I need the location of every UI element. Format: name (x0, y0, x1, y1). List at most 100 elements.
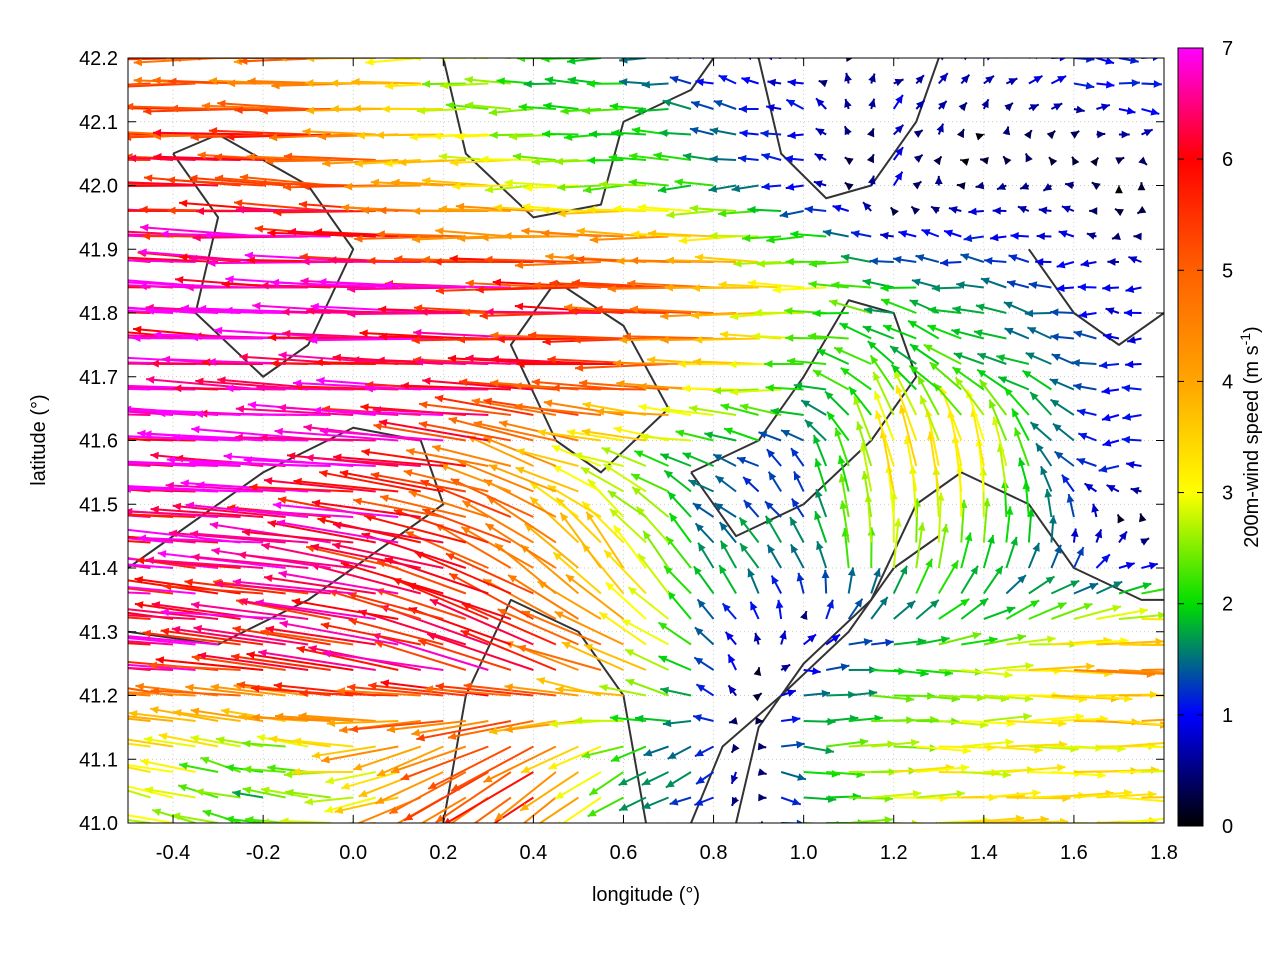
wind-vector-head (868, 98, 876, 108)
wind-vector-head (347, 310, 356, 318)
wind-vector-head (666, 210, 675, 219)
wind-vector (128, 537, 174, 544)
wind-vector-head (787, 131, 796, 140)
wind-vector-head (764, 360, 773, 368)
wind-vector (190, 709, 264, 722)
wind-vector-head (45, 127, 53, 135)
wind-vector-head (790, 544, 799, 554)
wind-vector-head (1117, 514, 1125, 524)
wind-vector-head (951, 328, 961, 336)
wind-vector-head (98, 403, 106, 411)
wind-vector-head (351, 77, 360, 86)
wind-vector (128, 586, 196, 595)
wind-vector-head (587, 809, 597, 817)
wind-vector (232, 580, 354, 595)
wind-vector (1006, 58, 1009, 59)
wind-vector (709, 234, 759, 238)
wind-vector-head (394, 255, 403, 263)
wind-vector (272, 503, 399, 518)
wind-vector-head (440, 81, 449, 90)
wind-vector-head (930, 715, 939, 724)
wind-vector-head (973, 329, 983, 337)
wind-vector-head (189, 174, 198, 183)
wind-vector-head (752, 693, 762, 702)
wind-vector-head (694, 627, 704, 636)
wind-vector-head (1049, 515, 1057, 524)
wind-vector (128, 563, 174, 569)
wind-vector-head (968, 207, 977, 216)
wind-vector-head (148, 661, 158, 670)
wind-vector (520, 745, 579, 774)
wind-vector-head (225, 815, 234, 823)
wind-vector (488, 464, 557, 493)
wind-vector-head (873, 58, 876, 59)
wind-vector-head (409, 133, 418, 142)
wind-vector-head (93, 458, 101, 466)
x-tick-label: 0.6 (610, 842, 638, 864)
wind-vector (554, 771, 602, 800)
wind-vector-head (175, 275, 184, 284)
wind-vector (128, 766, 151, 773)
wind-vector (375, 588, 467, 620)
wind-vector (128, 663, 196, 671)
wind-vector-head (1018, 457, 1026, 467)
wind-vector-head (140, 223, 149, 232)
wind-vector-head (804, 205, 814, 214)
wind-vector-head (576, 255, 585, 264)
wind-vector-head (33, 127, 41, 135)
wind-vector-head (419, 308, 428, 316)
wind-vector-head (817, 48, 825, 57)
wind-vector-head (548, 762, 558, 770)
wind-vector (1118, 741, 1164, 748)
wind-vector (982, 467, 985, 518)
wind-vector-head (311, 499, 321, 508)
wind-vector (537, 430, 602, 442)
y-tick-label: 41.4 (79, 558, 118, 580)
wind-vector-head (411, 336, 420, 345)
wind-vector (258, 182, 354, 187)
wind-vector (473, 796, 512, 823)
wind-vector (708, 58, 714, 59)
wind-vector (551, 386, 647, 391)
wind-vector-head (984, 256, 993, 265)
wind-vector-head (1164, 815, 1172, 823)
wind-vector-head (461, 526, 471, 535)
wind-vector-head (677, 360, 686, 368)
wind-vector-head (931, 284, 941, 293)
wind-vector-head (622, 332, 631, 341)
wind-vector-head (235, 205, 244, 214)
wind-vector-head (1032, 789, 1041, 798)
wind-vector-head (870, 355, 879, 365)
wind-vector-head (153, 330, 162, 339)
wind-vector-head (49, 403, 57, 411)
wind-vector (261, 543, 376, 569)
wind-vector (515, 448, 579, 467)
wind-vector-head (152, 76, 161, 85)
wind-vector (733, 58, 737, 59)
wind-vector-head (439, 58, 446, 61)
wind-vector-head (568, 307, 577, 316)
wind-vector (128, 182, 151, 187)
wind-vector-head (977, 352, 987, 361)
wind-vector (992, 416, 1008, 467)
wind-vector-head (1130, 58, 1139, 65)
wind-vector-head (119, 761, 128, 769)
wind-vector-head (246, 152, 255, 161)
wind-vector (557, 210, 624, 216)
wind-vector (460, 526, 534, 569)
wind-vector-head (864, 306, 873, 315)
wind-vector-head (279, 620, 289, 629)
wind-vector (1141, 770, 1164, 773)
wind-vector (209, 523, 331, 544)
wind-vector (128, 259, 196, 263)
wind-vector (259, 436, 376, 442)
wind-vector-head (566, 428, 576, 437)
wind-vector-head (910, 344, 919, 353)
wind-vector-head (76, 404, 84, 412)
wind-vector-head (190, 133, 199, 142)
wind-vector-head (573, 452, 583, 460)
wind-vector-head (1071, 359, 1080, 367)
wind-vector (595, 410, 669, 416)
wind-vector-head (603, 464, 613, 472)
wind-vector-head (111, 525, 119, 533)
